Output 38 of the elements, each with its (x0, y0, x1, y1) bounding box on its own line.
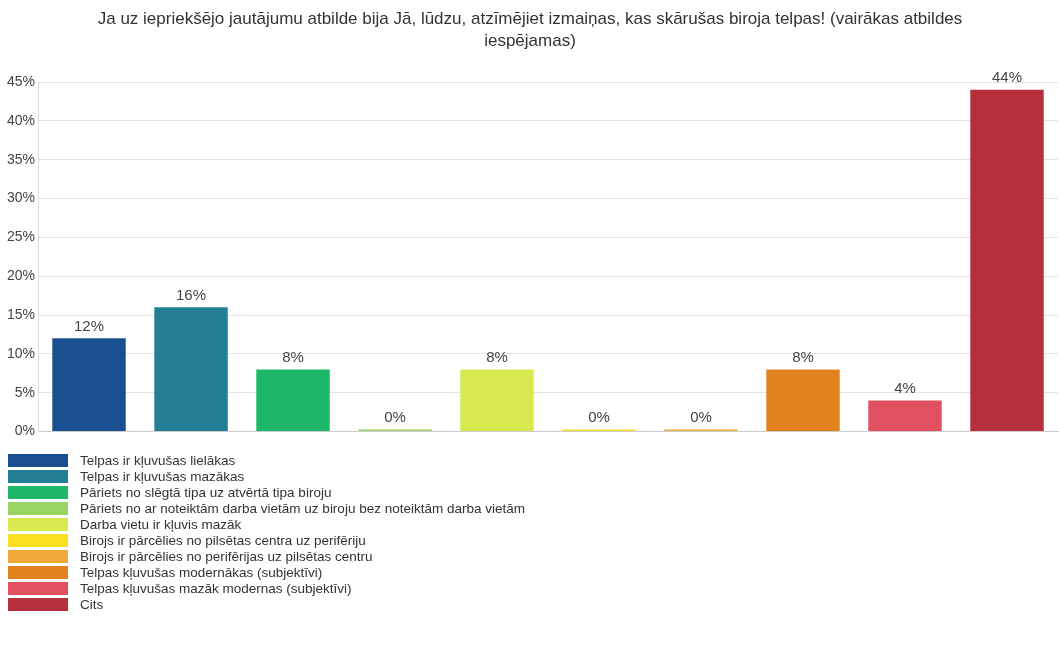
legend-label: Birojs ir pārcēlies no perifērijas uz pilsētas centru (80, 548, 373, 564)
y-tick-label: 0% (14, 422, 36, 439)
bar (868, 400, 942, 432)
y-tick-label: 25% (6, 228, 36, 245)
y-tick-label: 10% (6, 344, 36, 361)
legend-label: Telpas ir kļuvušas mazākas (80, 468, 245, 484)
data-label: 16% (176, 285, 207, 303)
y-tick-label: 20% (6, 267, 36, 284)
bar (154, 307, 228, 432)
data-label: 4% (894, 379, 916, 397)
data-label: 0% (588, 408, 610, 426)
legend-label: Telpas kļuvušas mazāk modernas (subjektīvi) (80, 580, 352, 596)
bar (766, 369, 840, 432)
legend-label: Cits (80, 596, 104, 612)
bar (460, 369, 534, 432)
legend-label: Pāriets no ar noteiktām darba vietām uz biroju bez noteiktām darba vietām (80, 500, 525, 516)
legend-label: Telpas kļuvušas modernākas (subjektīvi) (80, 564, 323, 580)
data-label: 8% (282, 348, 304, 366)
y-tick-label: 15% (6, 305, 36, 322)
bar (52, 338, 126, 432)
y-tick-label: 45% (6, 72, 36, 89)
data-label: 0% (384, 408, 406, 426)
data-label: 12% (74, 317, 105, 335)
bar (256, 369, 330, 432)
y-tick-label: 30% (6, 189, 36, 206)
legend-label: Pāriets no slēgtā tipa uz atvērtā tipa biroju (80, 484, 332, 500)
y-tick-label: 5% (14, 383, 36, 400)
legend-label: Telpas ir kļuvušas lielākas (80, 452, 236, 468)
bar (970, 89, 1044, 432)
data-label: 8% (792, 348, 814, 366)
legend-label: Darba vietu ir kļuvis mazāk (80, 516, 242, 532)
data-label: 0% (690, 408, 712, 426)
legend-label: Birojs ir pārcēlies no pilsētas centra uz perifēriju (80, 532, 366, 548)
data-label: 8% (486, 348, 508, 366)
y-tick-label: 40% (6, 111, 36, 128)
y-tick-label: 35% (6, 150, 36, 167)
data-label: 44% (991, 68, 1023, 86)
chart-title: Ja uz iepriekšējo jautājumu atbilde bija Jā, lūdzu, atzīmējiet izmaiņas, kas skārušas biroja telpas! (vairākas atbildes iespējamas) (96, 8, 964, 52)
